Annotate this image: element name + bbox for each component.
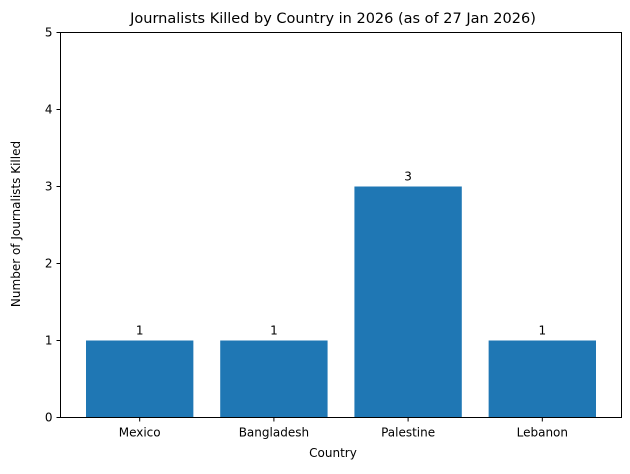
bar-bangladesh (220, 340, 328, 418)
data-label: 1 (136, 324, 144, 338)
chart-title: Journalists Killed by Country in 2026 (a… (129, 11, 536, 27)
bar-palestine (354, 186, 462, 418)
axes-frame (60, 32, 622, 418)
y-tick-label: 5 (45, 26, 53, 40)
bar-lebanon (488, 340, 596, 418)
y-tick-label: 3 (45, 180, 53, 194)
bar-mexico (86, 340, 194, 418)
y-tick-label: 1 (45, 334, 53, 348)
y-tick-label: 2 (45, 257, 53, 271)
y-tick-label: 4 (45, 103, 53, 117)
y-tick-label: 0 (45, 411, 53, 425)
x-tick-label: Lebanon (517, 426, 568, 440)
data-label: 3 (404, 170, 412, 184)
y-axis-label: Number of Journalists Killed (9, 141, 23, 307)
x-tick-label: Bangladesh (239, 426, 309, 440)
x-axis-label: Country (309, 446, 357, 460)
x-tick-label: Palestine (381, 426, 435, 440)
data-label: 1 (270, 324, 278, 338)
x-tick-label: Mexico (119, 426, 161, 440)
data-label: 1 (538, 324, 546, 338)
